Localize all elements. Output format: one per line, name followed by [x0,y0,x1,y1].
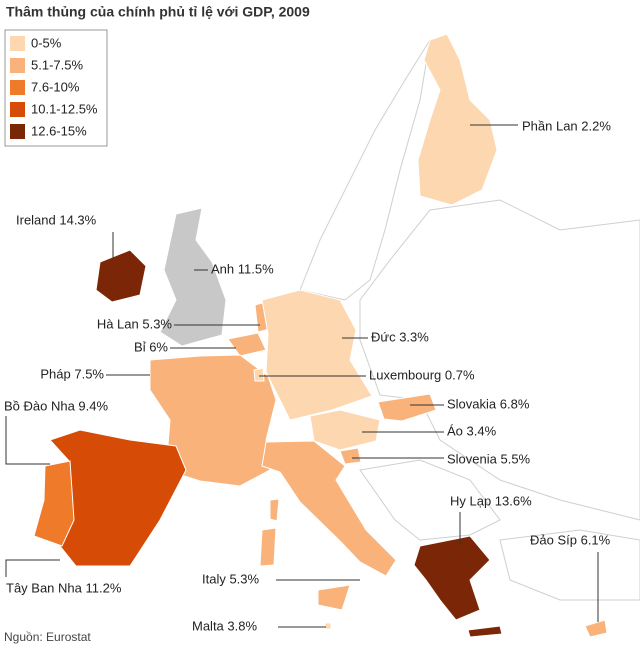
land-background [499,529,640,601]
country-corsica [269,498,280,522]
map-title: Thâm thủng của chính phủ tỉ lệ với GDP, … [6,4,310,20]
country-slovakia [377,393,437,422]
country-label: Ireland 14.3% [16,212,97,227]
country-germany [261,289,373,421]
legend-label: 10.1-12.5% [31,101,98,116]
country-ireland [95,249,147,303]
legend-label: 0-5% [31,35,62,50]
legend-swatch [10,58,25,73]
country-label: Slovakia 6.8% [447,396,530,411]
legend-swatch [10,124,25,139]
country-label: Phần Lan 2.2% [522,118,611,133]
legend-label: 12.6-15% [31,123,87,138]
country-label: Hy Lạp 13.6% [450,493,532,508]
leader-line [5,416,50,465]
country-label: Đức 3.3% [371,329,429,344]
legend-label: 5.1-7.5% [31,57,83,72]
country-label: Đảo Síp 6.1% [530,532,611,547]
country-label: Italy 5.3% [202,571,260,586]
legend-swatch [10,36,25,51]
country-sicily [317,584,351,611]
country-finland [417,33,498,206]
leader-line [5,559,60,577]
legend: 0-5% 5.1-7.5% 7.6-10% 10.1-12.5% 12.6-15% [4,29,108,147]
country-uk [159,207,227,347]
country-label: Bồ Đào Nha 9.4% [4,398,109,413]
country-label: Slovenia 5.5% [447,451,531,466]
country-label: Anh 11.5% [211,261,274,276]
legend-label: 7.6-10% [31,79,80,94]
country-label: Malta 3.8% [192,618,257,633]
country-belgium [227,332,267,357]
country-label: Bỉ 6% [134,339,168,354]
country-malta [324,622,332,630]
country-label: Áo 3.4% [447,423,497,438]
country-crete [467,625,503,638]
legend-swatch [10,80,25,95]
country-greece [413,535,491,621]
land-background [359,199,640,521]
country-label: Hà Lan 5.3% [97,316,173,331]
country-sardinia [259,527,277,567]
source: Nguồn: Eurostat [4,630,91,644]
country-italy [261,440,397,577]
country-label: Pháp 7.5% [40,366,104,381]
country-portugal [33,460,75,547]
land-background [359,459,501,541]
legend-swatch [10,102,25,117]
country-luxembourg [253,367,265,382]
land-background [299,39,431,301]
country-slovenia [339,447,362,465]
country-label: Tây Ban Nha 11.2% [6,580,122,595]
country-label: Luxembourg 0.7% [369,367,475,382]
country-france [149,354,277,487]
